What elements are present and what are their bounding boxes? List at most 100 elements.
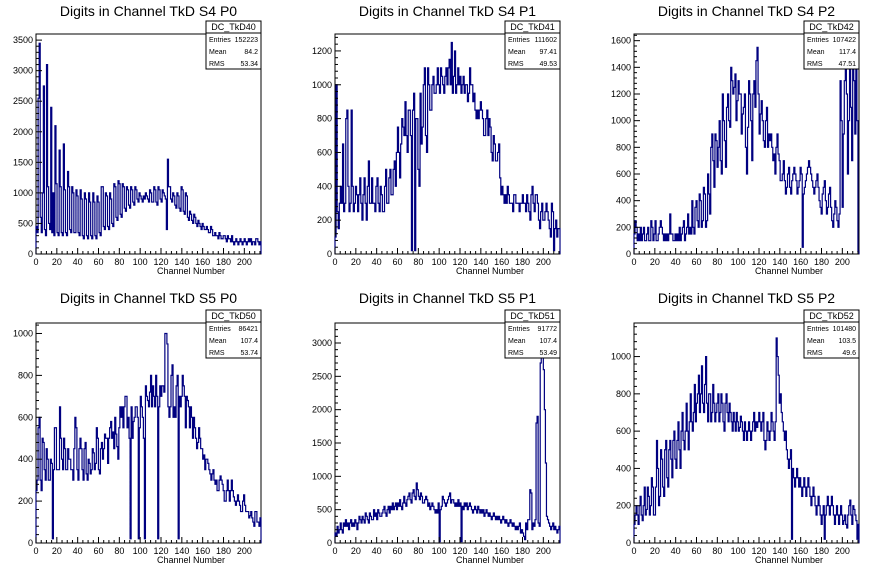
x-tick-label: 0	[33, 546, 38, 556]
stats-value: 107422	[833, 37, 856, 44]
y-tick-label: 2000	[312, 405, 332, 415]
histogram-line	[334, 41, 561, 254]
y-tick-label: 800	[616, 389, 631, 399]
y-tick-label: 1200	[312, 46, 332, 56]
chart-title: Digits in Channel TkD S5 P2	[658, 290, 835, 306]
stats-label: Entries	[209, 37, 231, 44]
x-tick-label: 100	[731, 546, 746, 556]
x-tick-label: 40	[671, 257, 681, 267]
stats-name: DC_TkD40	[211, 22, 256, 32]
stats-value: 111602	[535, 37, 557, 44]
x-tick-label: 200	[835, 257, 850, 267]
stats-value: 103.5	[838, 338, 856, 345]
stats-box-frame	[504, 309, 561, 359]
x-tick-label: 160	[195, 257, 210, 267]
x-tick-label: 140	[174, 257, 189, 267]
y-tick-label: 3000	[312, 338, 332, 348]
stats-value: 49.53	[539, 61, 557, 68]
histogram-panel: Digits in Channel TkD S4 P1 0 20 40 60 80 100 1…	[312, 3, 561, 276]
stats-value: 152223	[235, 37, 258, 44]
stats-value: 53.74	[240, 350, 258, 357]
x-tick-label: 80	[114, 257, 124, 267]
stats-label: RMS	[807, 350, 823, 357]
y-tick-label: 500	[18, 218, 33, 228]
stats-label: RMS	[209, 61, 225, 68]
x-tick-label: 160	[494, 257, 509, 267]
x-tick-label: 160	[793, 546, 808, 556]
y-tick-label: 0	[28, 538, 33, 548]
y-tick-label: 800	[317, 114, 332, 124]
x-tick-label: 120	[452, 546, 467, 556]
x-tick-label: 0	[332, 257, 337, 267]
x-tick-label: 140	[772, 257, 787, 267]
stats-value: 91772	[538, 326, 558, 333]
y-tick-label: 0	[626, 249, 631, 259]
x-tick-label: 40	[372, 257, 382, 267]
histogram-panel: Digits in Channel TkD S4 P0 0 20 40 60 80 100 1…	[13, 3, 262, 276]
stats-label: Mean	[209, 49, 227, 56]
y-tick-label: 500	[317, 505, 332, 515]
x-tick-label: 100	[432, 546, 447, 556]
x-tick-label: 120	[153, 257, 168, 267]
stats-box-frame	[205, 20, 262, 70]
y-tick-label: 1500	[13, 157, 33, 167]
y-tick-label: 1000	[13, 188, 33, 198]
histogram-line	[35, 332, 262, 543]
plot-frame	[334, 33, 561, 255]
stats-label: Mean	[508, 338, 526, 345]
chart-title: Digits in Channel TkD S4 P1	[359, 3, 536, 19]
x-tick-label: 0	[332, 546, 337, 556]
x-tick-label: 140	[174, 546, 189, 556]
stats-label: Mean	[807, 338, 825, 345]
y-tick-label: 1600	[611, 36, 631, 46]
x-tick-label: 180	[216, 546, 231, 556]
plot-frame	[35, 322, 262, 544]
stats-label: Entries	[807, 37, 829, 44]
x-tick-label: 20	[351, 257, 361, 267]
x-tick-label: 80	[413, 257, 423, 267]
stats-box-frame	[205, 309, 262, 359]
plot-frame	[633, 322, 860, 544]
y-tick-label: 200	[18, 496, 33, 506]
chart-title: Digits in Channel TkD S4 P0	[60, 3, 237, 19]
x-tick-label: 120	[452, 257, 467, 267]
chart-title: Digits in Channel TkD S4 P2	[658, 3, 835, 19]
stats-name: DC_TkD52	[809, 311, 854, 321]
stats-name: DC_TkD50	[211, 311, 256, 321]
x-axis-label: Channel Number	[157, 266, 225, 276]
x-tick-label: 0	[631, 257, 636, 267]
x-tick-label: 100	[133, 257, 148, 267]
x-tick-label: 200	[237, 257, 252, 267]
stats-label: RMS	[807, 61, 823, 68]
y-tick-label: 400	[18, 454, 33, 464]
y-tick-label: 3500	[13, 35, 33, 45]
x-tick-label: 60	[93, 257, 103, 267]
stats-label: RMS	[508, 350, 524, 357]
x-tick-label: 180	[515, 546, 530, 556]
y-tick-label: 200	[616, 222, 631, 232]
y-tick-label: 200	[616, 501, 631, 511]
stats-label: Entries	[807, 326, 829, 333]
x-tick-label: 140	[473, 257, 488, 267]
x-tick-label: 120	[751, 257, 766, 267]
stats-value: 117.4	[839, 49, 856, 56]
y-tick-label: 600	[317, 147, 332, 157]
x-tick-label: 140	[772, 546, 787, 556]
x-tick-label: 20	[52, 257, 62, 267]
histogram-panel: Digits in Channel TkD S5 P2 0 20 40 60 80 100 1…	[611, 290, 860, 565]
x-tick-label: 60	[93, 546, 103, 556]
stats-value: 97.41	[539, 49, 557, 56]
x-tick-label: 0	[33, 257, 38, 267]
x-tick-label: 80	[712, 257, 722, 267]
x-tick-label: 100	[432, 257, 447, 267]
stats-box: DC_TkD41 Entries 111602 Mean 97.41 RMS 49.53	[504, 20, 561, 70]
y-tick-label: 1000	[611, 352, 631, 362]
histogram-line	[633, 337, 860, 543]
histogram-line	[35, 42, 262, 254]
x-tick-label: 160	[195, 546, 210, 556]
x-tick-label: 40	[73, 257, 83, 267]
histogram-panel: Digits in Channel TkD S5 P1 0 20 40 60 80 100 1…	[312, 290, 561, 565]
x-tick-label: 200	[536, 257, 551, 267]
x-tick-label: 100	[133, 546, 148, 556]
x-tick-label: 60	[392, 257, 402, 267]
